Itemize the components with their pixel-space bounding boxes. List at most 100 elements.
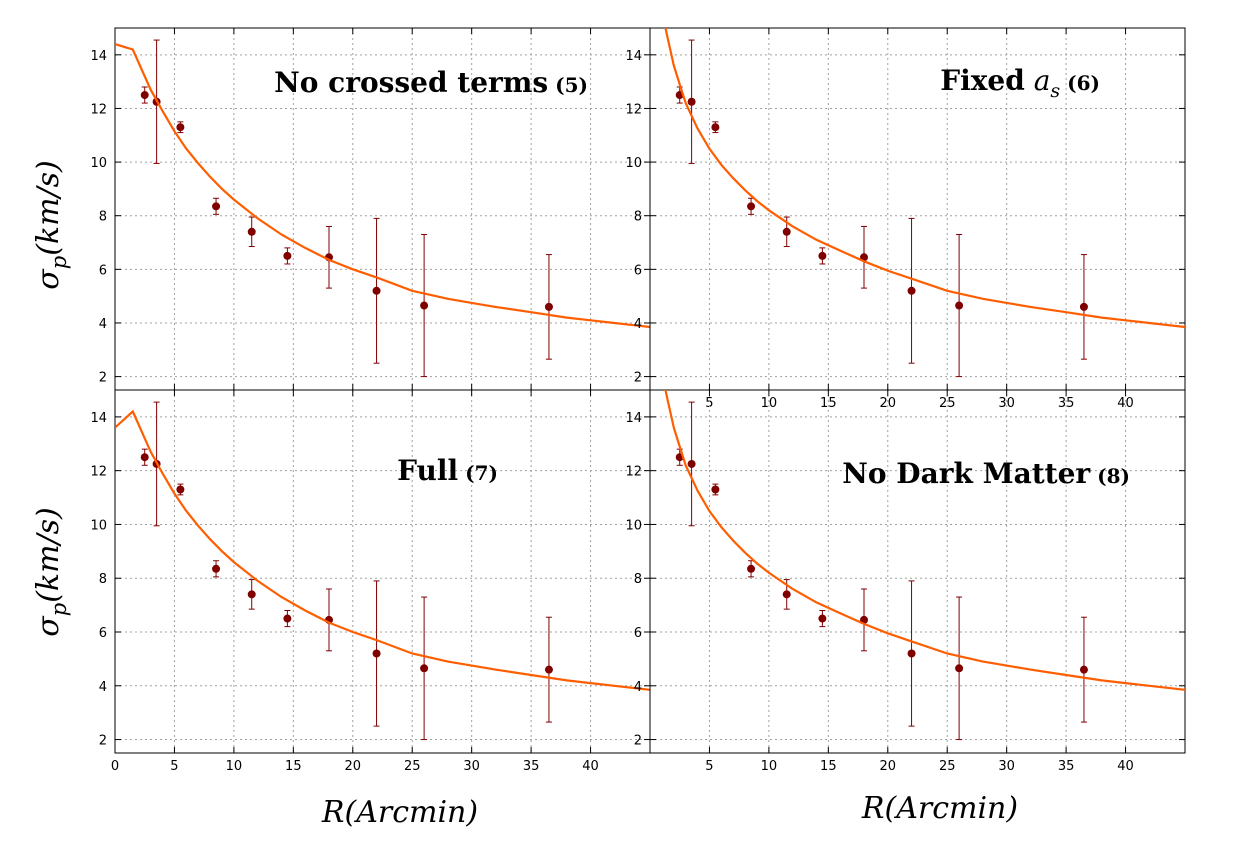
xtick-label: 5 xyxy=(170,759,178,774)
ytick-label: 4 xyxy=(634,680,642,695)
data-point xyxy=(687,97,696,106)
data-point xyxy=(711,123,720,132)
panel-title: No Dark Matter (8) xyxy=(842,457,1130,490)
data-point xyxy=(140,91,149,100)
ytick-label: 8 xyxy=(634,210,642,225)
ytick-label: 6 xyxy=(634,263,642,278)
data-point xyxy=(283,251,292,260)
data-point xyxy=(283,614,292,623)
ytick-label: 6 xyxy=(99,263,107,278)
xtick-label: 25 xyxy=(939,759,956,774)
xtick-label: 35 xyxy=(523,759,540,774)
ytick-label: 2 xyxy=(634,734,642,749)
ytick-label: 4 xyxy=(99,317,107,332)
plot-area xyxy=(115,401,650,741)
ytick-label: 14 xyxy=(90,411,107,426)
plot-frame xyxy=(114,389,651,754)
ytick-label: 8 xyxy=(99,210,107,225)
ytick-label: 2 xyxy=(99,371,107,386)
panel-title: Full (7) xyxy=(397,454,498,487)
panels-layer: 2 4 6 8 10 12 14 No crossed terms (5) 2 4 6 8 10 12 14… xyxy=(90,27,1186,774)
data-point xyxy=(544,302,553,311)
data-point xyxy=(247,227,256,236)
panel-3: 2 4 6 8 10 12 14 0 5 10 15 20 25 30 35 40 Full (7) xyxy=(90,389,651,774)
data-point xyxy=(1079,302,1088,311)
ytick-label: 14 xyxy=(625,411,642,426)
ytick-label: 2 xyxy=(99,734,107,749)
fit-curve xyxy=(115,43,650,329)
data-point xyxy=(212,564,221,573)
data-point xyxy=(907,286,916,295)
panel-2: 2 4 6 8 10 12 14 5 10 15 20 25 30 35 40 Fixed as (6) xyxy=(625,27,1186,411)
data-point xyxy=(955,664,964,673)
ytick-label: 10 xyxy=(90,518,107,533)
xtick-label: 5 xyxy=(705,759,713,774)
xtick-label: 25 xyxy=(939,396,956,411)
data-point xyxy=(687,459,696,468)
panel-1: 2 4 6 8 10 12 14 No crossed terms (5) xyxy=(90,27,651,391)
data-point xyxy=(1079,665,1088,674)
panel-title: Fixed as (6) xyxy=(940,64,1100,102)
data-point xyxy=(747,564,756,573)
plot-frame xyxy=(649,389,1186,754)
xlabel-left: R(Arcmin) xyxy=(321,795,478,830)
xtick-label: 20 xyxy=(345,759,362,774)
plot-frame xyxy=(649,27,1186,391)
xtick-label: 35 xyxy=(1058,396,1075,411)
xtick-label: 25 xyxy=(404,759,421,774)
data-point xyxy=(140,453,149,462)
data-point xyxy=(818,614,827,623)
ytick-label: 14 xyxy=(625,49,642,64)
xtick-label: 15 xyxy=(820,759,837,774)
plot-area xyxy=(664,390,1185,741)
ytick-label: 6 xyxy=(99,626,107,641)
data-point xyxy=(420,301,429,310)
data-point xyxy=(782,227,791,236)
xtick-label: 15 xyxy=(285,759,302,774)
fit-curve xyxy=(115,409,650,691)
plot-area xyxy=(664,28,1185,378)
xtick-label: 30 xyxy=(998,759,1015,774)
ytick-label: 10 xyxy=(625,518,642,533)
data-point xyxy=(907,649,916,658)
ytick-label: 8 xyxy=(99,572,107,587)
xtick-label: 40 xyxy=(1117,759,1134,774)
xtick-label: 30 xyxy=(463,759,480,774)
data-point xyxy=(544,665,553,674)
ytick-label: 6 xyxy=(634,626,642,641)
ytick-label: 4 xyxy=(99,680,107,695)
ytick-label: 10 xyxy=(90,156,107,171)
ytick-label: 12 xyxy=(90,465,107,480)
fit-curve xyxy=(664,390,1185,691)
xlabel-right: R(Arcmin) xyxy=(861,791,1018,826)
data-point xyxy=(176,485,185,494)
ylabel-top: σp(km/s) xyxy=(31,160,71,289)
ytick-label: 12 xyxy=(90,102,107,117)
fit-curve xyxy=(664,28,1185,329)
xtick-label: 20 xyxy=(880,759,897,774)
data-point xyxy=(747,202,756,211)
xtick-label: 30 xyxy=(998,396,1015,411)
xtick-label: 0 xyxy=(111,759,119,774)
xtick-label: 40 xyxy=(1117,396,1134,411)
xtick-label: 15 xyxy=(820,396,837,411)
xtick-label: 5 xyxy=(705,396,713,411)
ytick-label: 8 xyxy=(634,572,642,587)
data-point xyxy=(212,202,221,211)
data-point xyxy=(711,485,720,494)
data-point xyxy=(955,301,964,310)
panel-4: 2 4 6 8 10 12 14 5 10 15 20 25 30 35 40 No Dark Matter … xyxy=(625,389,1186,774)
data-point xyxy=(372,649,381,658)
xtick-label: 10 xyxy=(761,396,778,411)
data-point xyxy=(372,286,381,295)
xtick-label: 35 xyxy=(1058,759,1075,774)
xtick-label: 40 xyxy=(582,759,599,774)
ytick-label: 2 xyxy=(634,371,642,386)
plot-area xyxy=(115,39,650,378)
data-point xyxy=(818,251,827,260)
ytick-label: 4 xyxy=(634,317,642,332)
xtick-label: 10 xyxy=(226,759,243,774)
ytick-label: 12 xyxy=(625,102,642,117)
data-point xyxy=(247,590,256,599)
